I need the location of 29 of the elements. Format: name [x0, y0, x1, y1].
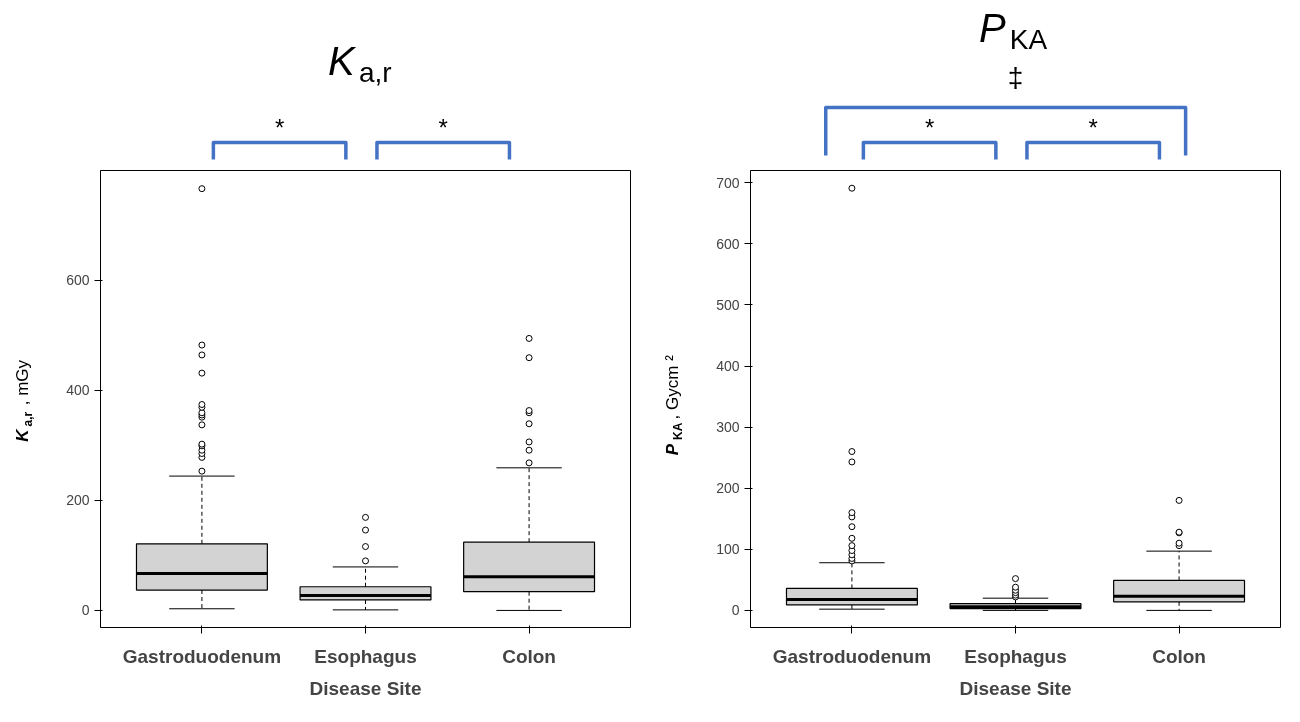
text: *	[924, 114, 935, 141]
y-tick-label: 100	[716, 541, 740, 558]
text: Ka,r	[13, 411, 35, 442]
text: ‡	[1007, 62, 1024, 93]
y-tick-label: 600	[66, 272, 90, 289]
y-tick-label: 500	[716, 296, 740, 313]
text: PKA	[663, 422, 685, 456]
text: , mGy	[13, 359, 32, 406]
y-tick-label: 200	[66, 492, 90, 509]
x-tick-label: Esophagus	[964, 645, 1067, 667]
y-tick-label: 700	[716, 174, 740, 191]
x-tick-label: Colon	[1152, 645, 1206, 667]
x-axis-title: Disease Site	[959, 677, 1072, 699]
x-tick-label: Esophagus	[314, 645, 417, 667]
x-tick-label: Gastroduodenum	[772, 645, 932, 667]
text: , Gycm ²	[663, 355, 682, 420]
y-tick-label: 400	[716, 358, 740, 375]
x-axis-title: Disease Site	[309, 677, 422, 699]
y-tick-label: 200	[716, 480, 740, 497]
text: *	[274, 114, 285, 141]
y-tick-label: 400	[66, 382, 90, 399]
y-tick-label: 300	[716, 419, 740, 436]
y-tick-label: 0	[731, 602, 740, 619]
x-tick-label: Colon	[502, 645, 556, 667]
y-tick-label: 600	[716, 235, 740, 252]
text: *	[438, 114, 448, 141]
x-tick-label: Gastroduodenum	[122, 645, 282, 667]
y-tick-label: 0	[81, 602, 90, 619]
text: *	[1088, 114, 1098, 141]
